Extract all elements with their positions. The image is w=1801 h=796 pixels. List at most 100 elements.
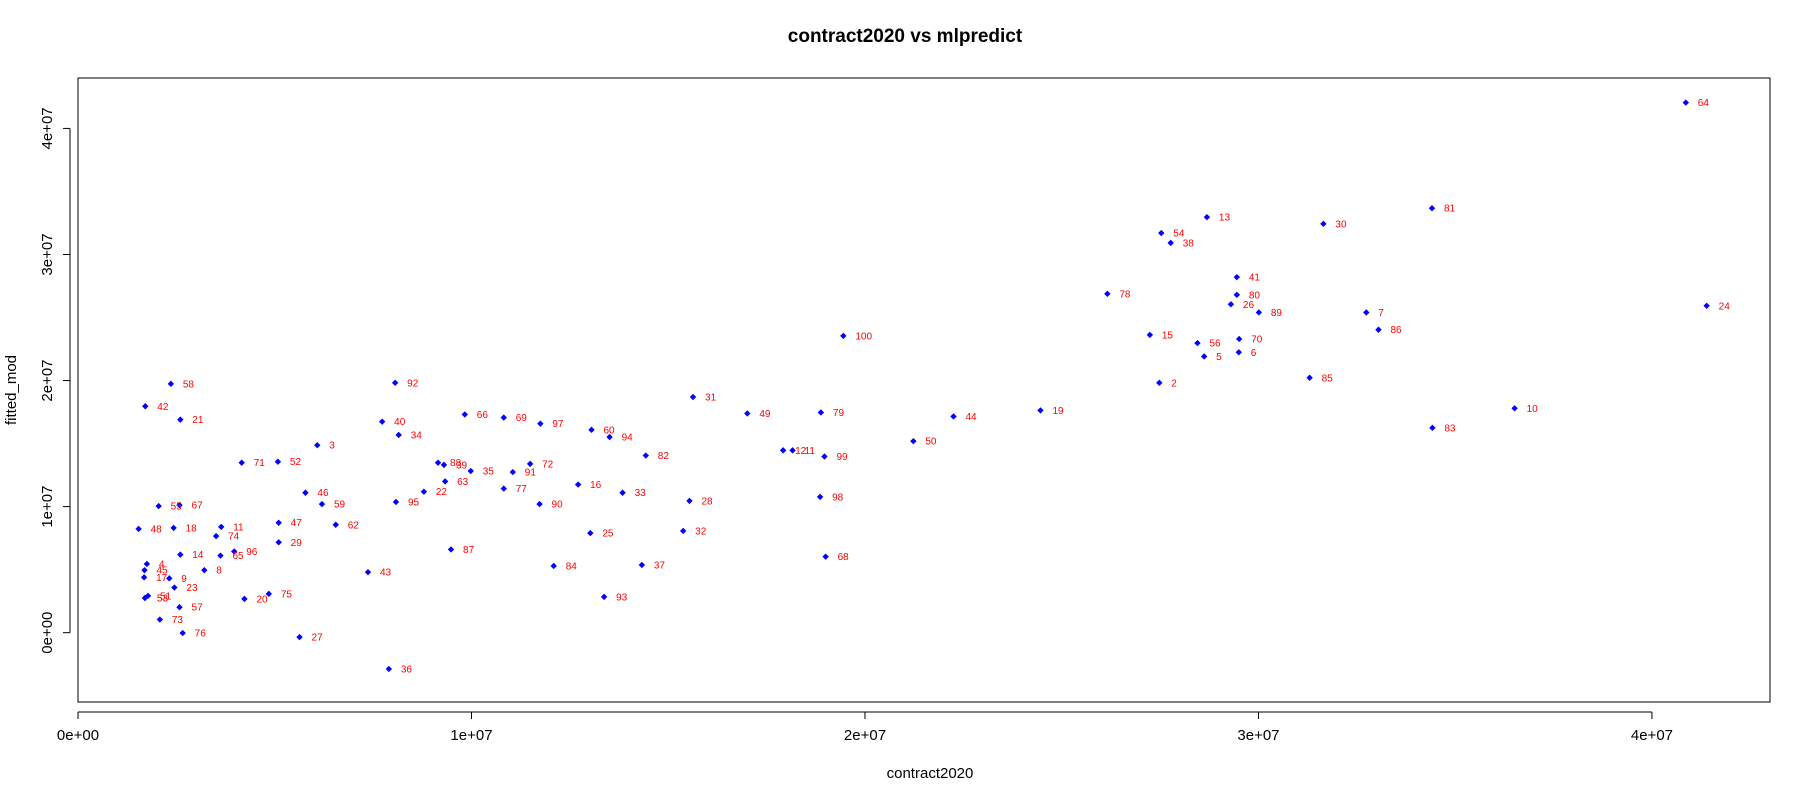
data-point [447, 546, 455, 553]
data-point [332, 521, 339, 528]
point-label: 16 [590, 480, 602, 491]
data-point [537, 420, 544, 427]
point-label: 91 [525, 468, 537, 479]
point-label: 27 [312, 633, 324, 644]
data-point [910, 437, 917, 445]
data-point [817, 409, 825, 416]
point-label: 97 [552, 419, 564, 430]
point-label: 63 [457, 477, 469, 488]
data-point [434, 459, 442, 466]
point-label: 12 [795, 446, 807, 457]
data-point [1158, 229, 1165, 237]
point-label: 54 [1173, 229, 1185, 240]
point-label: 47 [291, 518, 303, 529]
data-point [441, 478, 449, 485]
data-point [156, 616, 164, 623]
data-point [638, 561, 646, 569]
data-point [201, 566, 208, 574]
data-point [1037, 407, 1044, 414]
data-point [274, 458, 282, 465]
data-point [302, 489, 309, 496]
data-point [166, 575, 173, 582]
point-label: 53 [157, 594, 169, 605]
data-point [1429, 424, 1436, 432]
data-point [391, 379, 399, 387]
point-label: 4 [159, 559, 165, 570]
point-label: 37 [654, 560, 666, 571]
point-label: 6 [1251, 348, 1257, 359]
data-point [141, 566, 148, 574]
data-point [950, 413, 957, 420]
data-point [1703, 302, 1710, 309]
x-tick-label: 3e+07 [1237, 727, 1279, 744]
point-label: 66 [477, 410, 489, 421]
point-label: 8 [216, 566, 222, 577]
data-point [238, 459, 245, 466]
point-label: 48 [151, 524, 163, 535]
data-points [135, 99, 1710, 673]
data-point [420, 488, 428, 495]
point-label: 42 [157, 402, 169, 413]
data-point [1233, 291, 1241, 299]
y-tick-label: 2e+07 [39, 359, 56, 401]
point-label: 90 [552, 500, 564, 511]
point-label: 100 [855, 331, 872, 342]
point-label: 35 [483, 467, 495, 478]
point-label: 69 [516, 413, 528, 424]
point-label: 33 [635, 488, 647, 499]
data-point [1156, 379, 1163, 387]
data-point [155, 502, 162, 510]
point-label: 20 [256, 594, 268, 605]
point-label: 92 [407, 378, 419, 389]
point-label: 40 [394, 417, 406, 428]
point-label: 93 [616, 592, 628, 603]
point-label: 18 [186, 523, 198, 534]
y-tick-label: 0e+00 [39, 612, 56, 654]
data-point [600, 593, 608, 601]
data-point [1203, 213, 1211, 221]
data-point [1375, 326, 1382, 333]
point-label: 51 [160, 591, 172, 602]
point-label: 36 [401, 664, 413, 675]
point-label: 14 [192, 550, 204, 561]
point-label: 86 [1390, 325, 1402, 336]
point-label: 88 [450, 458, 462, 469]
point-label: 80 [1249, 290, 1261, 301]
data-point [816, 493, 824, 501]
point-label: 2 [1171, 378, 1177, 389]
data-point [177, 551, 184, 558]
point-label: 96 [246, 547, 258, 558]
point-label: 64 [1698, 98, 1710, 109]
point-label: 55 [171, 502, 183, 513]
data-point [171, 584, 178, 591]
data-point [1194, 339, 1201, 347]
data-point [176, 501, 183, 509]
data-point [241, 595, 248, 603]
data-point [275, 539, 282, 546]
data-point [1306, 374, 1313, 381]
data-point [167, 380, 175, 388]
data-point [392, 498, 400, 506]
data-point [1235, 335, 1243, 343]
data-point [296, 633, 303, 641]
data-point [212, 532, 220, 540]
point-label: 44 [966, 412, 978, 423]
data-point [318, 500, 326, 508]
point-label: 62 [348, 520, 360, 531]
data-point [536, 500, 543, 508]
data-point [141, 594, 149, 602]
data-point [231, 548, 238, 555]
x-axis: 0e+00 1e+07 2e+07 3e+07 4e+07 [57, 711, 1673, 744]
point-label: 17 [156, 573, 168, 584]
data-point [1235, 349, 1242, 356]
point-label: 98 [832, 492, 844, 503]
point-label: 32 [695, 526, 707, 537]
data-point [218, 523, 225, 531]
point-label: 21 [192, 415, 204, 426]
point-label: 39 [456, 460, 468, 471]
point-label: 52 [290, 457, 302, 468]
point-label: 38 [1183, 238, 1195, 249]
point-label: 81 [1444, 204, 1456, 215]
data-point [779, 447, 787, 454]
